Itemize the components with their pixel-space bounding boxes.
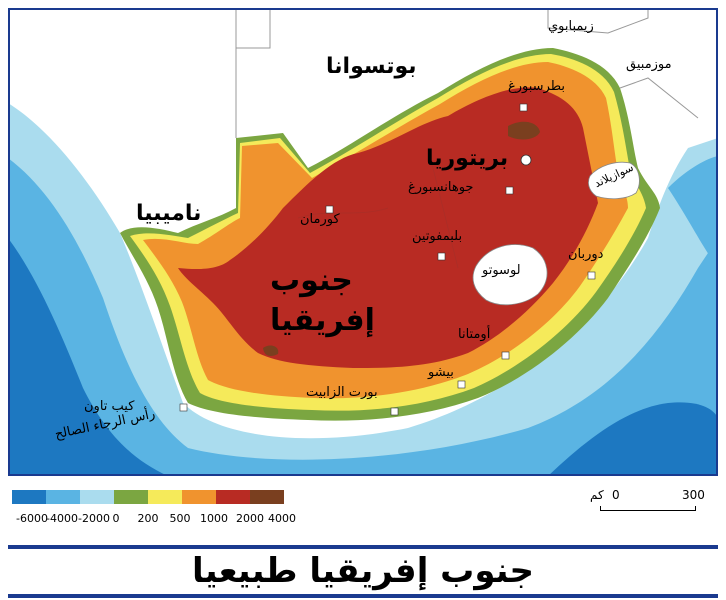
legend-swatch-0	[12, 490, 46, 504]
legend-swatch-2	[80, 490, 114, 504]
pietersburg-marker	[519, 103, 528, 112]
label-south-africa-line1: جنوب	[270, 263, 353, 298]
border-botswana-n	[236, 8, 271, 49]
label-kuruman: كورمان	[300, 212, 340, 227]
legend-swatch-5	[182, 490, 216, 504]
legend-value-1: -4000	[46, 512, 78, 525]
label-zimbabwe: زيمبابوي	[548, 19, 594, 34]
label-pretoria: بريتوريا	[426, 146, 509, 171]
port-elizabeth-marker	[390, 407, 399, 416]
legend-value-7: 2000	[236, 512, 264, 525]
label-botswana: بوتسوانا	[326, 54, 417, 79]
label-lesotho: لوسوتو	[482, 263, 521, 278]
page-title: جنوب إفريقيا طبيعيا	[191, 551, 535, 591]
legend-value-6: 1000	[200, 512, 228, 525]
legend-value-8: 4000	[268, 512, 296, 525]
pretoria-marker	[520, 154, 532, 166]
legend-value-2: -2000	[78, 512, 110, 525]
scale-zero: 0	[612, 488, 620, 502]
shallow-ocean	[8, 103, 718, 476]
land-mountain2	[263, 345, 279, 356]
scale-max: 300	[682, 488, 705, 502]
legend-value-5: 500	[169, 512, 191, 525]
label-bisho: بيشو	[428, 365, 454, 380]
border-internal2	[427, 147, 459, 269]
legend-value-3: 0	[112, 512, 120, 525]
label-cape-town: كيب تاون	[84, 399, 135, 414]
lesotho-shape	[472, 244, 548, 306]
label-namibia: ناميبيا	[136, 201, 202, 226]
label-bloemfontein: بلبمفوتين	[412, 229, 463, 244]
swaziland-shape	[588, 161, 640, 200]
label-umtata: أومتانا	[458, 327, 491, 342]
label-johannesburg: جوهانسبورغ	[408, 180, 474, 195]
physical-map: بوتسوانا ناميبيا زيمبابوي موزمبيق سوازيل…	[8, 8, 718, 476]
legend-swatch-1	[46, 490, 80, 504]
legend-swatch-4	[148, 490, 182, 504]
legend-swatch-3	[114, 490, 148, 504]
border-zim	[547, 8, 649, 34]
map-canvas	[8, 8, 718, 476]
legend-swatch-7	[250, 490, 284, 504]
kuruman-marker	[325, 205, 334, 214]
title-bar: جنوب إفريقيا طبيعيا	[8, 545, 718, 598]
deep-ocean-east2	[668, 156, 718, 268]
label-mozambique: موزمبيق	[626, 57, 672, 72]
deep-ocean-east	[548, 402, 718, 476]
bloemfontein-marker	[437, 252, 446, 261]
legend-value-4: 200	[137, 512, 159, 525]
bisho-marker	[457, 380, 466, 389]
land-mountain	[508, 121, 540, 140]
umtata-marker	[501, 351, 510, 360]
scale-unit: كم	[590, 488, 604, 502]
legend-swatch-6	[216, 490, 250, 504]
border-internal1	[297, 207, 389, 219]
deep-ocean	[8, 238, 168, 476]
label-pietersburg: بطرسبورغ	[508, 79, 566, 94]
johannesburg-marker	[505, 186, 514, 195]
label-south-africa-line2: إفريقيا	[270, 303, 375, 338]
label-durban: دوربان	[568, 247, 604, 262]
scale-line	[600, 506, 696, 511]
cape-town-marker	[179, 403, 188, 412]
label-port-elizabeth: بورت الزابيت	[306, 385, 378, 400]
durban-marker	[587, 271, 596, 280]
border-moz	[619, 77, 699, 119]
legend-value-0: -6000	[16, 512, 48, 525]
